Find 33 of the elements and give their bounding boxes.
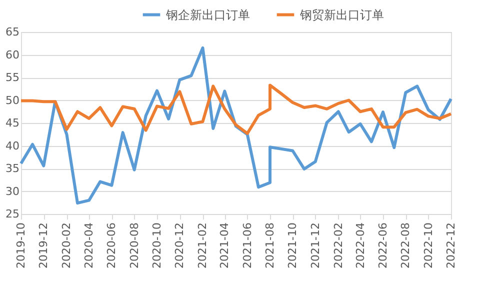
- x-tick-label: 2019-12: [37, 222, 50, 268]
- x-tick-label: 2022-12: [444, 222, 458, 268]
- x-tick-label: 2021-12: [308, 222, 322, 268]
- x-tick-label: 2021-02: [196, 222, 210, 268]
- x-tick-label: 2022-10: [422, 222, 435, 268]
- x-tick-label: 2020-04: [82, 222, 96, 268]
- y-tick-label: 40: [6, 139, 20, 152]
- y-tick-label: 50: [6, 94, 20, 107]
- x-tick-label: 2021-04: [218, 222, 232, 268]
- y-tick-label: 60: [6, 48, 20, 62]
- x-tick-label: 2022-06: [376, 222, 390, 268]
- x-tick-label: 2022-04: [354, 222, 367, 268]
- x-tick-label: 2022-08: [399, 222, 412, 268]
- y-tick-label: 25: [6, 208, 20, 220]
- line-series: [20, 84, 452, 135]
- y-tick-label: 55: [6, 71, 20, 84]
- y-tick-label: 35: [6, 162, 20, 175]
- legend-label: 钢企新出口订单: [165, 8, 250, 22]
- x-tick-label: 2021-06: [240, 222, 254, 268]
- y-tick-label: 30: [6, 184, 20, 198]
- y-tick-label: 45: [6, 116, 20, 130]
- x-tick-label: 2020-02: [60, 222, 74, 268]
- x-tick-label: 2021-08: [264, 222, 277, 268]
- legend-label: 钢贸新出口订单: [299, 8, 384, 22]
- x-tick-label: 2020-06: [105, 222, 118, 268]
- line-series: [20, 46, 452, 205]
- x-tick-label: 2020-08: [128, 222, 141, 268]
- x-tick-label: 2020-12: [173, 222, 186, 268]
- y-tick-label: 65: [6, 26, 20, 38]
- x-tick-label: 2022-02: [332, 222, 345, 268]
- x-tick-label: 2019-10: [14, 222, 28, 268]
- x-tick-label: 2020-10: [150, 222, 164, 268]
- x-tick-label: 2021-10: [286, 222, 300, 268]
